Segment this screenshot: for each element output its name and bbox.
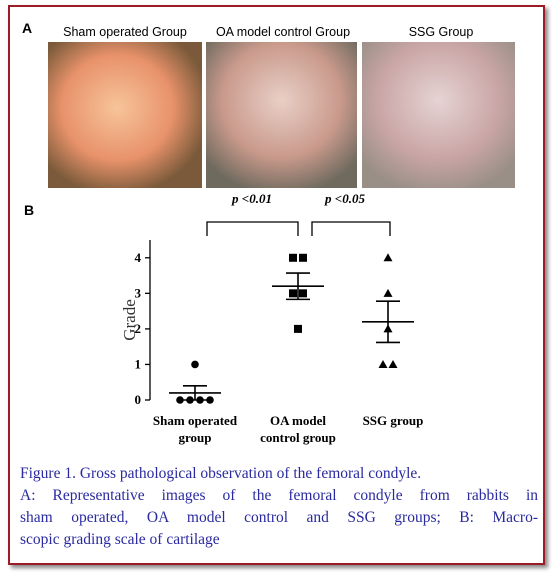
caption-line: A: Representative images of the femoral …	[20, 487, 538, 504]
data-point	[299, 253, 307, 262]
x-tick-label: SSG group	[363, 413, 424, 428]
x-tick-label: Sham operated	[153, 413, 238, 428]
bracket	[311, 221, 391, 236]
photo	[48, 42, 202, 188]
error-bar	[286, 272, 310, 301]
data-point	[191, 360, 199, 369]
x-tick-label: group	[179, 430, 212, 445]
data-point	[388, 359, 398, 368]
error-bar	[376, 300, 400, 344]
x-tick-label: OA model	[270, 413, 326, 428]
bracket	[206, 221, 299, 236]
image-caption: Sham operated Group	[63, 25, 187, 39]
panel-label: B	[24, 202, 34, 218]
annotation: p <0.05	[324, 191, 365, 206]
annotation: p <0.01	[231, 191, 272, 206]
y-tick-label: 0	[135, 392, 142, 407]
photo	[206, 42, 357, 188]
figure-caption: Figure 1. Gross pathological observation…	[20, 463, 538, 551]
data-point	[289, 253, 297, 262]
data-point	[294, 324, 302, 333]
y-tick-label: 1	[135, 356, 142, 371]
x-tick-label: control group	[260, 430, 336, 445]
panel-label: A	[22, 20, 32, 36]
data-point	[299, 289, 307, 298]
data-point	[289, 289, 297, 298]
figure: A Sham operated Group OA model control G…	[22, 20, 515, 445]
data-point	[383, 253, 393, 262]
data-point	[206, 396, 214, 404]
y-tick-label: 4	[135, 250, 142, 265]
caption-line: sham operated, OA model control and SSG …	[20, 509, 538, 526]
image-caption: OA model control Group	[216, 25, 350, 39]
error-bar	[183, 384, 207, 401]
caption-line: Figure 1. Gross pathological observation…	[20, 465, 422, 482]
y-tick-label: 3	[135, 285, 142, 300]
data-point	[378, 359, 388, 368]
y-axis-label: Grade	[120, 299, 139, 341]
image-caption: SSG Group	[409, 25, 474, 39]
caption-line: scopic grading scale of cartilage	[20, 531, 220, 548]
data-point	[383, 288, 393, 297]
y-tick-label: 2	[135, 321, 142, 336]
photo	[362, 42, 515, 188]
data-point	[176, 396, 184, 404]
